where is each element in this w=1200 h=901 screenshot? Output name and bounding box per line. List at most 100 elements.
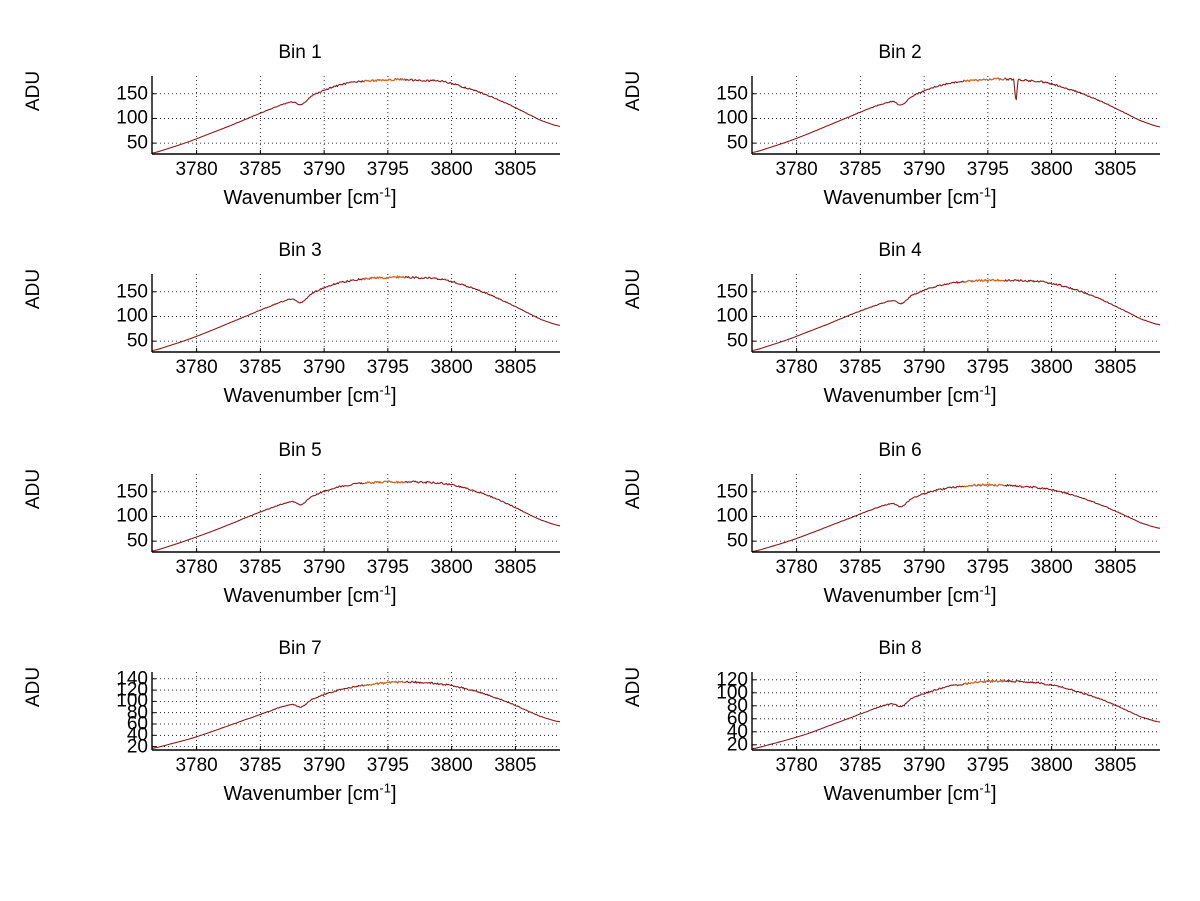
- x-tick-labels: 3780 3785 3790 3795 3800 3805: [152, 159, 560, 183]
- subplot-title: Bin 7: [278, 638, 322, 659]
- spectrum-line: [151, 680, 561, 749]
- y-axis-label: ADU: [23, 268, 44, 310]
- y-tick-labels: 50 100 150: [96, 76, 148, 154]
- x-tick-labels: 3780 3785 3790 3795 3800 3805: [152, 357, 560, 381]
- subplot-title: Bin 1: [278, 42, 322, 63]
- x-tick-label: 3790: [302, 557, 346, 578]
- x-axis-label: Wavenumber [cm-1]: [660, 780, 1160, 806]
- y-tick-label: 50: [126, 330, 148, 352]
- y-axis-label: ADU: [623, 666, 644, 708]
- x-axis-label-bracket: ]: [990, 187, 997, 209]
- spectrum-overlay-segment: [363, 77, 406, 83]
- subplot-bin-2: Bin 2 ADU 50 100 150 3780 3785 3790 3795 3800 3805…: [600, 42, 1200, 247]
- y-tick-label: 100: [716, 505, 748, 527]
- y-tick-labels: 20 40 60 80 100 120 140: [96, 669, 148, 756]
- x-tick-label: 3795: [366, 755, 410, 776]
- y-tick-label: 100: [716, 682, 748, 704]
- y-tick-label: 150: [716, 281, 748, 303]
- x-axis-label: Wavenumber [cm-1]: [60, 781, 560, 806]
- y-tick-label: 80: [126, 702, 148, 724]
- x-axis-label-text: Wavenumber [cm: [223, 187, 380, 209]
- x-tick-label: 3800: [1030, 357, 1073, 378]
- y-tick-label: 150: [716, 481, 748, 503]
- spectrum-line: [151, 77, 561, 154]
- y-tick-label: 120: [716, 669, 748, 691]
- spectrum-line: [151, 275, 561, 352]
- x-axis-label-text: Wavenumber [cm: [223, 585, 380, 607]
- subplot-title: Bin 2: [878, 42, 922, 63]
- y-axis-label: ADU: [623, 70, 644, 112]
- x-axis-label: Wavenumber [cm-1]: [60, 582, 560, 608]
- x-tick-label: 3790: [302, 755, 346, 776]
- subplot-bin-4: Bin 4 ADU 50 100 150 3780 3785 3790 3795 3800 3805…: [600, 240, 1200, 445]
- x-axis-label-bracket: ]: [990, 585, 997, 607]
- y-tick-label: 150: [116, 481, 148, 503]
- x-tick-label: 3785: [239, 159, 282, 180]
- subplot-title: Bin 5: [278, 440, 322, 461]
- x-axis-label-bracket: ]: [390, 187, 397, 209]
- y-tick-labels: 50 100 150: [96, 274, 148, 352]
- x-axis-label-exponent: -1: [979, 582, 991, 598]
- y-tick-label: 100: [116, 505, 148, 527]
- x-tick-label: 3800: [430, 357, 473, 378]
- subplot-bin-5: Bin 5 ADU 50 100 150 3780 3785 3790 3795 3800 3805…: [0, 440, 600, 645]
- spectrum-line: [751, 278, 1161, 352]
- x-axis-label-exponent: -1: [379, 582, 391, 598]
- x-axis-label-text: Wavenumber [cm: [823, 783, 980, 805]
- y-tick-label: 100: [716, 107, 748, 129]
- y-tick-label: 50: [726, 530, 748, 552]
- plot-area: [751, 474, 1161, 553]
- plot-area: [151, 672, 561, 751]
- x-tick-label: 3795: [966, 755, 1010, 776]
- x-axis-label-exponent: -1: [979, 780, 991, 796]
- x-axis-label-bracket: ]: [390, 783, 397, 805]
- x-tick-label: 3795: [366, 159, 410, 180]
- x-tick-label: 3785: [839, 357, 882, 378]
- x-tick-label: 3795: [366, 357, 410, 378]
- x-axis-label-text: Wavenumber [cm: [223, 783, 380, 805]
- y-axis-label: ADU: [623, 468, 644, 510]
- y-tick-label: 50: [126, 530, 148, 552]
- spectrum-overlay-segment: [363, 274, 406, 281]
- x-axis-label-exponent: -1: [979, 184, 991, 200]
- y-axis-label: ADU: [23, 468, 44, 510]
- x-tick-label: 3790: [302, 159, 346, 180]
- x-tick-label: 3800: [1030, 755, 1073, 776]
- x-axis-label: Wavenumber [cm-1]: [660, 582, 1160, 608]
- y-tick-label: 40: [126, 724, 148, 746]
- x-axis-label: Wavenumber [cm-1]: [60, 383, 560, 408]
- x-tick-label: 3785: [239, 557, 282, 578]
- x-tick-label: 3805: [1094, 557, 1137, 578]
- x-tick-label: 3795: [366, 557, 410, 578]
- x-tick-label: 3780: [775, 557, 818, 578]
- x-tick-labels: 3780 3785 3790 3795 3800 3805: [752, 755, 1160, 779]
- x-axis-label-text: Wavenumber [cm: [223, 385, 380, 407]
- y-tick-label: 60: [726, 708, 748, 730]
- spectrum-overlay-segment: [963, 77, 1006, 83]
- subplot-bin-6: Bin 6 ADU 50 100 150 3780 3785 3790 3795 3800 3805…: [600, 440, 1200, 645]
- x-tick-label: 3805: [494, 755, 537, 776]
- x-axis-label-bracket: ]: [990, 783, 997, 805]
- plot-area: [151, 76, 561, 155]
- x-tick-label: 3800: [430, 755, 473, 776]
- y-tick-label: 100: [116, 107, 148, 129]
- subplot-title: Bin 6: [878, 440, 922, 461]
- y-tick-label: 100: [116, 690, 148, 712]
- x-tick-label: 3805: [1094, 159, 1137, 180]
- y-tick-label: 150: [116, 83, 148, 105]
- x-tick-labels: 3780 3785 3790 3795 3800 3805: [752, 159, 1160, 183]
- x-tick-label: 3785: [239, 755, 282, 776]
- x-axis-label-text: Wavenumber [cm: [823, 187, 980, 209]
- x-tick-label: 3780: [775, 357, 818, 378]
- y-tick-label: 60: [126, 713, 148, 735]
- x-tick-labels: 3780 3785 3790 3795 3800 3805: [752, 357, 1160, 381]
- y-tick-label: 150: [116, 281, 148, 303]
- x-tick-label: 3805: [494, 557, 537, 578]
- y-tick-label: 100: [716, 305, 748, 327]
- x-tick-label: 3805: [494, 357, 537, 378]
- plot-area: [751, 274, 1161, 353]
- x-tick-label: 3780: [175, 557, 218, 578]
- spectrum-line: [751, 483, 1161, 553]
- subplot-bin-8: Bin 8 ADU 20 40 60 80 100 120 3780 3785 3790 3795 38…: [600, 638, 1200, 843]
- spectrum-overlay-segment: [963, 278, 1006, 283]
